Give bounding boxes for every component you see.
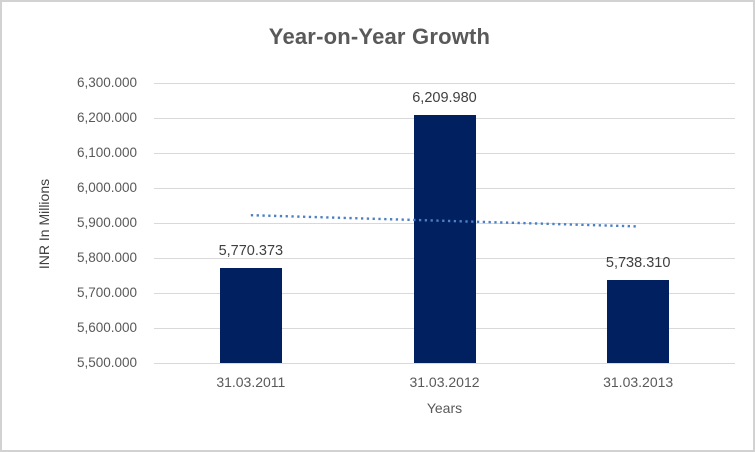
bar — [413, 114, 476, 363]
x-tick-label: 31.03.2012 — [409, 374, 480, 390]
bar — [607, 279, 670, 363]
bar-data-label: 6,209.980 — [412, 89, 477, 106]
bar-data-label: 5,738.310 — [605, 254, 671, 271]
x-tick-label: 31.03.2013 — [603, 374, 674, 390]
x-axis-line — [154, 362, 735, 364]
y-tick-label: 5,900.000 — [76, 215, 137, 230]
y-tick-label: 6,300.000 — [76, 75, 137, 90]
x-axis-title: Years — [426, 400, 463, 416]
y-axis-title: INR In Millions — [36, 178, 52, 270]
chart-title: Year-on-Year Growth — [268, 24, 491, 49]
y-tick-label: 5,800.000 — [76, 250, 137, 265]
y-tick-label: 5,700.000 — [76, 285, 137, 300]
bar — [219, 268, 282, 363]
y-gridline — [154, 82, 735, 84]
y-tick-label: 6,100.000 — [76, 145, 137, 160]
x-tick-label: 31.03.2011 — [216, 374, 286, 390]
y-tick-label: 5,500.000 — [76, 355, 137, 370]
y-tick-label: 6,200.000 — [76, 110, 137, 125]
bar-data-label: 5,770.373 — [218, 243, 284, 260]
y-tick-label: 5,600.000 — [76, 320, 137, 335]
y-tick-label: 6,000.000 — [76, 180, 137, 195]
